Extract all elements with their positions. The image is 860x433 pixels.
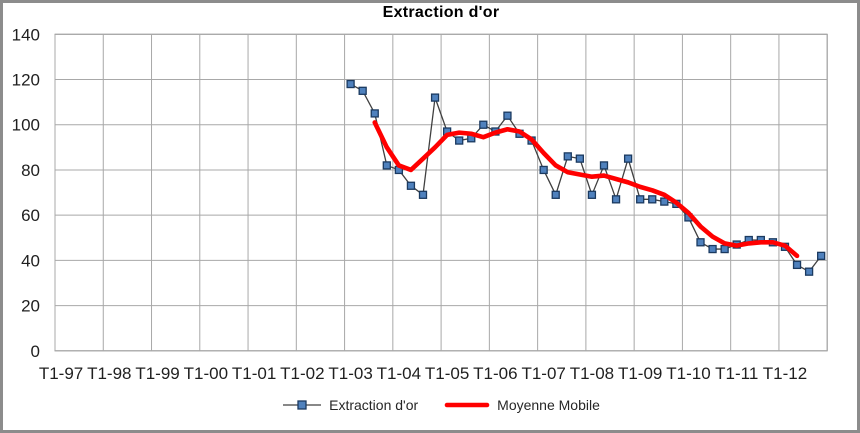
data-point-marker [792, 260, 802, 270]
data-point-marker [660, 197, 669, 206]
x-tick-label: T1-98 [87, 364, 131, 383]
data-point-marker [599, 161, 609, 170]
legend-item-extraction[interactable]: Extraction d'or [282, 397, 418, 413]
legend-item-moyenne-mobile[interactable]: Moyenne Mobile [444, 397, 600, 413]
data-point-marker [575, 154, 585, 163]
data-point-marker [370, 109, 379, 118]
legend-label-extraction: Extraction d'or [329, 397, 419, 413]
data-point-marker [346, 79, 355, 89]
x-tick-label: T1-03 [328, 364, 372, 383]
thick-line-swatch-icon [444, 402, 490, 408]
x-tick-label: T1-02 [280, 364, 324, 383]
x-tick-label: T1-04 [377, 364, 421, 383]
x-tick-label: T1-01 [232, 364, 276, 383]
x-tick-label: T1-09 [618, 364, 662, 383]
moving-average-line [372, 120, 800, 259]
data-point-marker [648, 195, 657, 204]
data-point-marker [551, 190, 560, 199]
data-point-marker [358, 86, 367, 95]
x-tick-label: T1-97 [39, 364, 83, 383]
y-tick-label: 100 [12, 116, 40, 135]
y-tick-label: 40 [21, 251, 40, 270]
x-tick-label: T1-10 [666, 364, 710, 383]
data-point-marker [430, 93, 440, 102]
data-point-marker [817, 251, 826, 261]
x-tick-label: T1-05 [425, 364, 469, 383]
data-point-marker [708, 244, 717, 254]
x-tick-label: T1-11 [715, 364, 758, 383]
data-point-marker [587, 190, 597, 199]
data-point-marker [418, 190, 428, 199]
data-point-marker [636, 195, 645, 204]
data-point-marker [539, 165, 548, 175]
legend-square-marker-sample [297, 400, 307, 410]
data-point-marker [696, 238, 705, 247]
line-marker-swatch-icon [283, 400, 322, 410]
x-tick-label: T1-08 [570, 364, 614, 383]
legend-label-moyenne-mobile: Moyenne Mobile [497, 397, 600, 413]
data-point-marker [611, 195, 621, 204]
y-tick-label: 120 [12, 71, 40, 90]
data-point-marker [804, 267, 814, 276]
data-point-marker [563, 152, 572, 161]
y-tick-label: 140 [12, 25, 40, 44]
data-point-marker [623, 154, 633, 163]
data-point-marker [720, 244, 729, 254]
y-tick-label: 60 [21, 206, 40, 225]
x-tick-label: T1-99 [135, 364, 179, 383]
data-point-marker [406, 181, 416, 190]
x-tick-label: T1-00 [184, 364, 228, 383]
chart-legend: Extraction d'or Moyenne Mobile [55, 393, 827, 417]
y-tick-label: 0 [31, 342, 40, 361]
data-point-marker [455, 136, 464, 145]
data-point-marker [503, 111, 512, 120]
x-tick-label: T1-06 [473, 364, 517, 383]
y-tick-label: 80 [21, 161, 40, 180]
data-point-marker [382, 161, 391, 170]
x-tick-label: T1-07 [521, 364, 565, 383]
data-point-marker [479, 120, 488, 129]
x-tick-label: T1-12 [763, 364, 807, 383]
chart-title: Extraction d'or [382, 4, 500, 21]
y-tick-label: 20 [21, 297, 40, 316]
